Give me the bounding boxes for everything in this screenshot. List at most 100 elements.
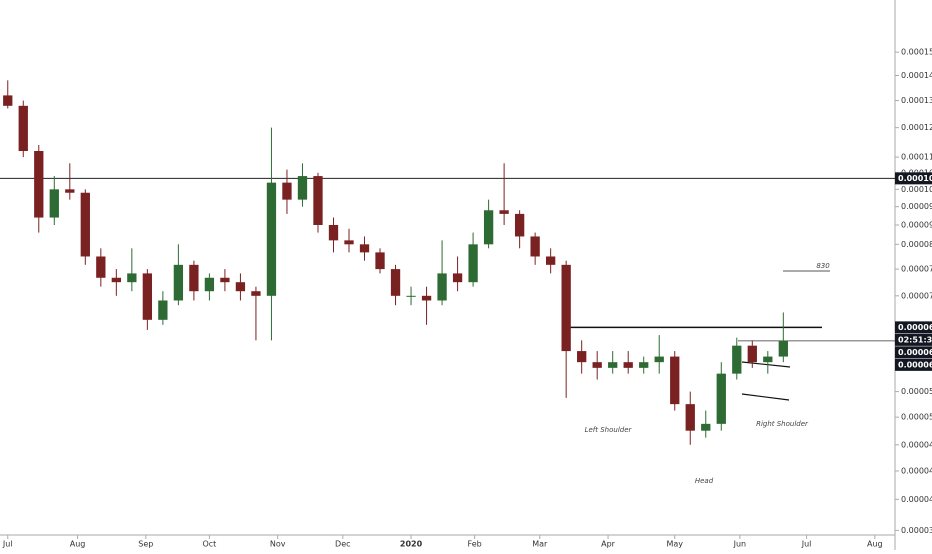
candle-body (421, 295, 432, 301)
candle-body (189, 264, 199, 292)
candle-body (173, 264, 184, 301)
candle-body (577, 351, 587, 363)
candle-body (561, 264, 571, 352)
candle-body (235, 282, 246, 292)
price-tag: 0.0000639 (898, 348, 932, 357)
candle-body (406, 295, 416, 297)
second-price-tag: 0.0000631 (898, 360, 932, 369)
y-tick-label: 0.0000900 (901, 220, 932, 229)
countdown-tag-box (895, 333, 932, 346)
candle-body (685, 404, 695, 431)
x-tick-label: Dec (335, 540, 350, 549)
x-tick-label: Sep (138, 540, 153, 549)
y-tick-label: 0.0001000 (901, 185, 932, 194)
candle-body (763, 356, 773, 363)
x-tick-label: Aug (70, 540, 86, 549)
y-tick-label: 0.0000790 (901, 265, 932, 274)
annotation: Head (695, 477, 714, 485)
candle-body (375, 252, 385, 270)
candle-body (468, 244, 478, 283)
candle-body (297, 176, 308, 200)
wedge-upper (741, 361, 791, 368)
candle-body (452, 273, 463, 283)
candle-body (437, 273, 447, 301)
candle-body (639, 362, 649, 368)
x-tick-label: May (666, 540, 683, 549)
candle-body (127, 273, 137, 283)
annotation: Left Shoulder (585, 426, 633, 434)
candle-body (623, 362, 633, 368)
candle-body (204, 277, 215, 292)
y-tick-label: 0.0000730 (901, 291, 932, 300)
candle-body (390, 269, 401, 296)
candle-body (80, 192, 90, 257)
x-tick-label: Jul (2, 540, 13, 549)
y-tick-label: 0.0000400 (901, 495, 932, 504)
candle-body (328, 224, 339, 241)
y-tick-label: 0.0001500 (901, 48, 932, 57)
candle-body (716, 373, 726, 424)
countdown-tag: 02:51:33 (898, 335, 932, 344)
x-tick-label: Jul (801, 540, 812, 549)
candle-body (608, 362, 618, 368)
resistance-tag: 0.0001033 (898, 174, 932, 183)
price-tag-box (895, 346, 932, 359)
candle-body (34, 150, 44, 218)
x-tick-label: Oct (202, 540, 216, 549)
candle-body (3, 95, 13, 106)
y-tick-label: 0.0000470 (901, 440, 932, 449)
candle-body (670, 356, 680, 405)
candle-body (251, 291, 261, 296)
candle-body (359, 244, 370, 253)
x-tick-label: 2020 (400, 540, 423, 549)
candle-body (65, 189, 75, 193)
x-tick-label: Feb (468, 540, 482, 549)
candle-body (158, 300, 168, 320)
y-tick-label: 0.0000950 (901, 202, 932, 211)
y-tick-label: 0.0001100 (901, 153, 932, 162)
candle-body (514, 213, 525, 237)
second-price-tag-box (895, 358, 932, 371)
candle-body (530, 236, 540, 257)
annotation: Right Shoulder (756, 420, 809, 428)
x-tick-label: Jun (733, 540, 747, 549)
neckline-tag: 0.0000665 (898, 323, 932, 332)
candle-body (282, 182, 292, 200)
y-tick-label: 0.0001400 (901, 71, 932, 80)
x-tick-label: Nov (270, 540, 286, 549)
candle-body (111, 277, 121, 283)
candle-body (778, 340, 788, 357)
neckline-tag-box (895, 321, 932, 334)
candle-body (654, 356, 664, 363)
candle-body (499, 210, 509, 214)
candle-body (483, 210, 494, 245)
candle-body (344, 240, 354, 245)
y-tick-label: 0.0000550 (901, 387, 932, 396)
candle-body (18, 105, 28, 151)
x-tick-label: Mar (532, 540, 548, 549)
annotation: 830 (816, 262, 830, 270)
candle-body (313, 176, 323, 225)
y-tick-label: 0.0000510 (901, 413, 932, 422)
candle-body (701, 423, 711, 431)
candle-body (220, 277, 230, 283)
x-tick-label: Aug (867, 540, 883, 549)
y-tick-label: 0.0001300 (901, 96, 932, 105)
candle-body (96, 256, 106, 278)
candle-body (49, 189, 59, 218)
y-tick-label: 0.0000850 (901, 240, 932, 249)
candle-body (592, 362, 602, 368)
y-tick-label: 0.0000365 (901, 526, 932, 535)
y-tick-label: 0.0000435 (901, 466, 932, 475)
wedge-lower (741, 393, 790, 401)
x-tick-label: Apr (601, 540, 616, 549)
resistance-tag-box (895, 172, 932, 185)
candle-body (732, 345, 742, 374)
candle-body (142, 273, 153, 320)
candle-body (266, 182, 277, 296)
candle-body (747, 345, 757, 363)
candle-body (545, 256, 556, 265)
y-tick-label: 0.0001200 (901, 123, 932, 132)
